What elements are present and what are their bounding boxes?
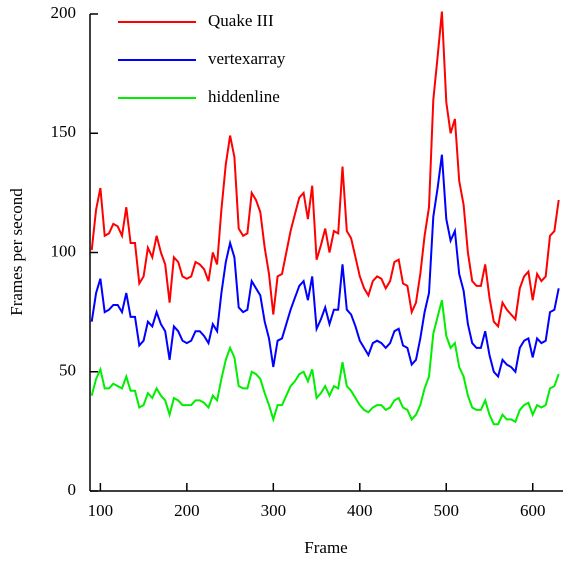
x-tick-label: 200: [174, 501, 200, 520]
x-tick-label: 600: [520, 501, 546, 520]
series-line: [90, 11, 560, 329]
legend-label: vertexarray: [208, 49, 286, 68]
x-axis-label: Frame: [304, 538, 347, 557]
y-tick-label: 0: [68, 480, 77, 499]
y-tick-label: 200: [51, 3, 77, 22]
series-line: [90, 299, 560, 426]
y-tick-label: 100: [51, 241, 77, 260]
x-tick-label: 500: [434, 501, 460, 520]
x-tick-label: 100: [88, 501, 114, 520]
x-tick-label: 300: [261, 501, 287, 520]
x-tick-label: 400: [347, 501, 373, 520]
legend-label: Quake III: [208, 11, 274, 30]
legend-label: hiddenline: [208, 87, 280, 106]
y-axis-label: Frames per second: [7, 188, 26, 316]
series-line: [90, 154, 560, 379]
y-tick-label: 50: [59, 361, 76, 380]
y-tick-label: 150: [51, 122, 77, 141]
